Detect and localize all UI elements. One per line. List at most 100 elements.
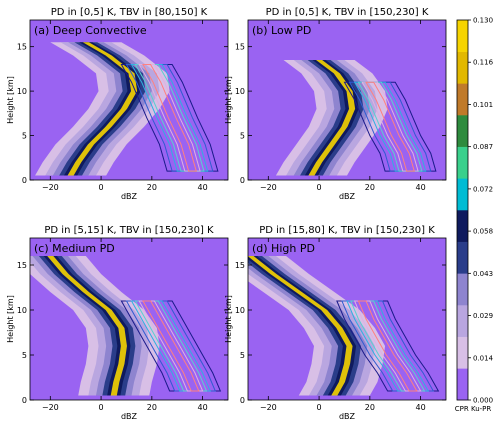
x-tick-label: 40 (198, 183, 208, 192)
panel-label: (b) Low PD (252, 24, 311, 37)
colorbar-segment (457, 241, 468, 274)
colorbar-segment (457, 368, 468, 401)
y-axis-label: Height [km] (224, 76, 233, 124)
pr-contour-2 (341, 300, 435, 392)
x-tick-label: −20 (42, 183, 59, 192)
colorbar-segment (457, 83, 468, 116)
y-tick-label: 10 (17, 87, 27, 96)
colorbar-tick-label: 0.116 (473, 59, 494, 67)
pr-contour-1 (120, 300, 222, 392)
colorbar-tick-label: 0.058 (473, 228, 493, 236)
colorbar-segment (457, 146, 468, 179)
x-tick-label: 40 (416, 183, 426, 192)
cpr-band-4 (38, 256, 136, 396)
colorbar-tick-label: 0.029 (473, 312, 493, 320)
plot-frame (29, 237, 229, 401)
y-tick-label: 0 (22, 396, 27, 405)
pr-contour-3 (130, 63, 209, 172)
pr-contour-2 (125, 300, 217, 392)
x-tick-label: −20 (260, 403, 277, 412)
x-axis-label: dBZ (121, 192, 138, 201)
cpr-core (308, 60, 356, 176)
panel-label: (d) High PD (252, 242, 315, 255)
panel-title: PD in [15,80] K, TBV in [150,230] K (259, 225, 435, 236)
y-tick-label: 5 (240, 351, 245, 360)
colorbar-tick-label: 0.072 (473, 185, 493, 193)
pr-contour-3 (353, 81, 427, 172)
pr-contour-1 (336, 300, 440, 392)
pr-contour-6 (142, 300, 200, 392)
x-axis-label: dBZ (121, 412, 138, 421)
pr-contour-2 (125, 63, 214, 172)
pr-contour-4 (134, 63, 205, 172)
x-tick-label: 20 (365, 183, 375, 192)
x-tick-label: 0 (317, 183, 322, 192)
pr-contour-6 (365, 81, 415, 172)
panel-title: PD in [0,5] K, TBV in [80,150] K (51, 7, 208, 18)
x-tick-label: −20 (42, 403, 59, 412)
y-tick-label: 5 (240, 132, 245, 141)
panel-3: −20 0 20 40 0 5 10 15 PD in [5,15] K, TBV in [15… (6, 225, 229, 421)
pr-contour-4 (357, 81, 423, 172)
y-tick-label: 0 (22, 176, 27, 185)
x-tick-label: 20 (147, 403, 157, 412)
colorbar-segment (457, 178, 468, 211)
x-tick-label: 40 (416, 403, 426, 412)
y-tick-label: 15 (17, 43, 27, 52)
x-tick-label: −20 (260, 183, 277, 192)
pr-contour-1 (120, 63, 219, 172)
colorbar-segment (457, 210, 468, 242)
y-tick-label: 15 (235, 43, 245, 52)
pr-contour-6 (357, 300, 418, 392)
cpr-core (47, 256, 127, 396)
x-tick-label: 0 (317, 403, 322, 412)
cpr-core (248, 256, 353, 396)
colorbar-tick-label: 0.101 (473, 101, 493, 109)
panel-title: PD in [5,15] K, TBV in [150,230] K (44, 225, 214, 236)
x-axis-label: dBZ (339, 192, 356, 201)
x-tick-label: 20 (365, 403, 375, 412)
colorbar: 0.000 0.014 0.029 0.043 0.058 0.072 0.087 0.101… (455, 17, 494, 414)
y-tick-label: 10 (17, 306, 27, 315)
pr-contour-3 (130, 300, 211, 392)
x-tick-label: 40 (198, 403, 208, 412)
colorbar-tick-label: 0.043 (473, 270, 493, 278)
panel-2: −20 0 20 40 0 5 10 15 PD in [0,5] K, TBV in [150… (224, 7, 447, 201)
colorbar-segment (457, 115, 468, 147)
pr-contour-5 (353, 300, 422, 392)
plot-frame (247, 237, 447, 401)
colorbar-tick-label: 0.130 (473, 17, 493, 25)
y-tick-label: 0 (240, 396, 245, 405)
y-axis-label: Height [km] (6, 295, 15, 343)
pr-contour-4 (350, 300, 426, 392)
panel-4: −20 0 20 40 0 5 10 15 PD in [15,80] K, TBV in [1… (224, 225, 447, 421)
colorbar-tick-label: 0.000 (473, 397, 493, 405)
cpr-band-4 (59, 42, 146, 176)
y-tick-label: 5 (22, 132, 27, 141)
cpr-core (67, 42, 138, 176)
pr-contour-5 (138, 63, 201, 172)
y-axis-label: Height [km] (6, 76, 15, 124)
x-tick-label: 0 (99, 183, 104, 192)
x-tick-label: 0 (99, 403, 104, 412)
pr-contour-4 (134, 300, 208, 392)
y-axis-label: Height [km] (224, 295, 233, 343)
x-tick-label: 20 (147, 183, 157, 192)
y-tick-label: 5 (22, 351, 27, 360)
pr-contour-1 (343, 81, 437, 172)
y-tick-label: 10 (235, 87, 245, 96)
colorbar-tick-label: 0.087 (473, 143, 493, 151)
cpr-band-5 (43, 256, 131, 396)
panel-title: PD in [0,5] K, TBV in [150,230] K (266, 7, 429, 18)
colorbar-segment (457, 305, 468, 337)
y-tick-label: 10 (235, 306, 245, 315)
panel-label: (c) Medium PD (34, 242, 115, 255)
y-tick-label: 0 (240, 176, 245, 185)
plot-frame (247, 19, 447, 181)
colorbar-segment (457, 51, 468, 84)
pr-contour-5 (138, 300, 204, 392)
panel-label: (a) Deep Convective (34, 24, 147, 37)
pr-contour-2 (348, 81, 432, 172)
plot-frame (29, 19, 229, 181)
